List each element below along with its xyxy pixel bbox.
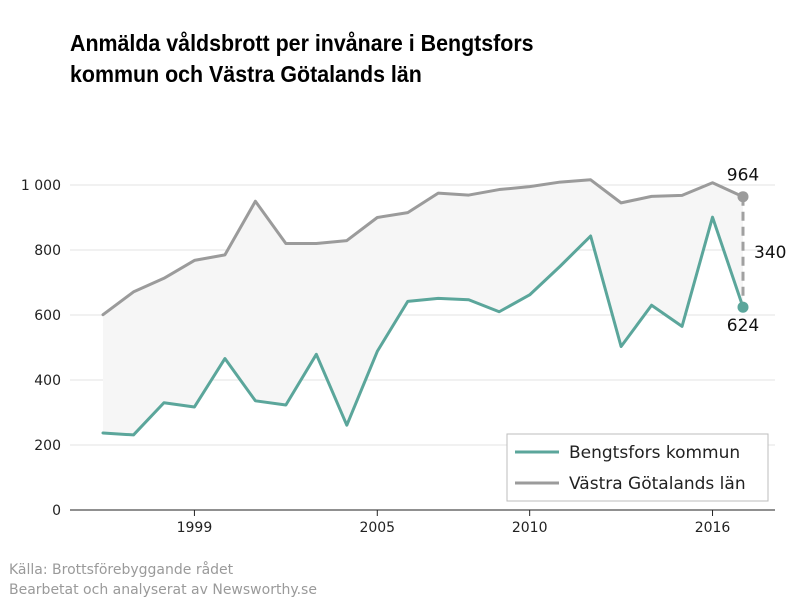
x-tick-label: 2016 xyxy=(695,520,731,536)
end-value-label-vastra-gotaland: 964 xyxy=(727,166,759,186)
series-line-bengtsfors xyxy=(101,215,745,437)
y-tick-label: 400 xyxy=(34,373,61,389)
y-tick-label: 0 xyxy=(52,503,61,519)
series-line-vastra-gotaland xyxy=(101,178,745,317)
y-tick-label: 800 xyxy=(34,243,61,259)
end-point-bengtsfors xyxy=(737,301,749,313)
y-tick-label: 1 000 xyxy=(21,178,61,194)
source-note: Källa: Brottsförebyggande rådet Bearbeta… xyxy=(9,560,317,600)
area-between-series xyxy=(103,179,743,435)
source-line-2: Bearbetat och analyserat av Newsworthy.s… xyxy=(9,582,317,598)
end-annotation: 964 624 340 xyxy=(727,166,787,337)
difference-label: 340 xyxy=(754,243,786,263)
axes: 0 200 400 600 800 1 000 1999 2005 2010 2016 xyxy=(21,178,775,536)
end-value-label-bengtsfors: 624 xyxy=(727,316,759,336)
series-lines xyxy=(101,178,745,437)
x-tick-label: 2005 xyxy=(359,520,395,536)
end-point-vastra-gotaland xyxy=(737,191,749,203)
legend-box xyxy=(506,433,769,502)
chart-title-line-1: Anmälda våldsbrott per invånare i Bengts… xyxy=(70,30,534,56)
x-tick-label: 1999 xyxy=(177,520,213,536)
legend: Bengtsfors kommun Västra Götalands län xyxy=(506,433,769,502)
chart-title-line-2: kommun och Västra Götalands län xyxy=(70,61,422,87)
chart-title: Anmälda våldsbrott per invånare i Bengts… xyxy=(70,28,647,90)
x-tick-label: 2010 xyxy=(512,520,548,536)
legend-label-vastra-gotaland: Västra Götalands län xyxy=(569,474,746,494)
y-tick-label: 200 xyxy=(34,438,61,454)
y-tick-label: 600 xyxy=(34,308,61,324)
difference-area xyxy=(103,179,743,435)
source-line-1: Källa: Brottsförebyggande rådet xyxy=(9,562,234,578)
legend-label-bengtsfors: Bengtsfors kommun xyxy=(569,443,740,463)
